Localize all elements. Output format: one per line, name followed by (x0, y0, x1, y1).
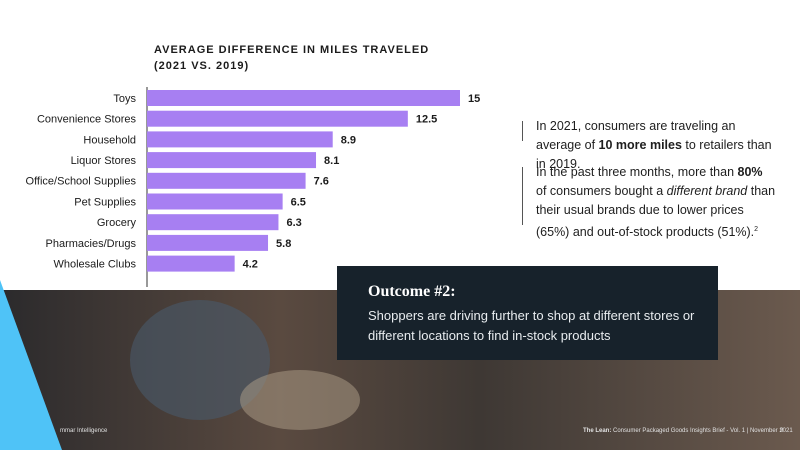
category-label: Household (83, 134, 136, 146)
photo-detail (240, 370, 360, 430)
value-label: 4.2 (243, 259, 258, 271)
text: In the past three months, more than (536, 165, 738, 179)
category-label: Liquor Stores (71, 155, 137, 167)
text: Consumer Packaged Goods Insights Brief -… (611, 428, 793, 434)
bar (147, 172, 306, 189)
text: than their usual brands due to lower pri… (536, 184, 776, 240)
bar (147, 234, 269, 251)
text: to retailers than in 2019. (536, 138, 772, 171)
chart-title: AVERAGE DIFFERENCE IN MILES TRAVELED (154, 44, 429, 56)
value-label: 8.9 (341, 134, 356, 146)
value-label: 8.1 (324, 155, 339, 167)
text-bold: The Lean: (583, 428, 612, 434)
bar (147, 214, 279, 231)
text: of consumers bought a (536, 184, 667, 198)
value-label: 12.5 (416, 114, 437, 126)
bar (147, 255, 235, 272)
chart-subtitle: (2021 VS. 2019) (154, 60, 249, 72)
rule (522, 121, 523, 141)
footer-publication: The Lean: Consumer Packaged Goods Insigh… (583, 428, 793, 434)
text-bold: 10 more miles (598, 138, 682, 152)
outcome-body: Shoppers are driving further to shop at … (368, 308, 695, 343)
category-label: Office/School Supplies (26, 176, 137, 188)
text: In 2021, consumers are traveling an aver… (536, 119, 736, 152)
bar (147, 131, 333, 148)
category-label: Grocery (97, 217, 137, 229)
category-label: Wholesale Clubs (53, 259, 136, 271)
text-bold: 80% (737, 165, 763, 179)
accent-triangle (0, 280, 62, 450)
value-label: 6.5 (291, 196, 306, 208)
value-label: 6.3 (286, 217, 301, 229)
paragraph: In 2021, consumers are traveling an aver… (536, 117, 776, 174)
outcome-box: Outcome #2: Shoppers are driving further… (337, 266, 718, 360)
page-number: 9 (780, 428, 784, 434)
paragraph: In the past three months, more than 80% … (536, 163, 776, 242)
rule (522, 167, 523, 225)
bar (147, 152, 317, 169)
category-label: Pet Supplies (74, 196, 136, 208)
bar (147, 110, 408, 127)
footer-brand: mmar Intelligence (60, 428, 108, 434)
photo-detail (130, 300, 270, 420)
category-label: Toys (113, 93, 136, 105)
category-label: Convenience Stores (37, 114, 137, 126)
bar (147, 90, 460, 106)
outcome-title: Outcome #2: (368, 283, 456, 300)
value-label: 15 (468, 93, 480, 105)
footnote-ref: 2 (754, 226, 759, 233)
bar (147, 193, 283, 210)
value-label: 5.8 (276, 238, 291, 250)
text-italic: different brand (666, 184, 748, 198)
value-label: 7.6 (314, 176, 329, 188)
category-label: Pharmacies/Drugs (46, 238, 137, 250)
